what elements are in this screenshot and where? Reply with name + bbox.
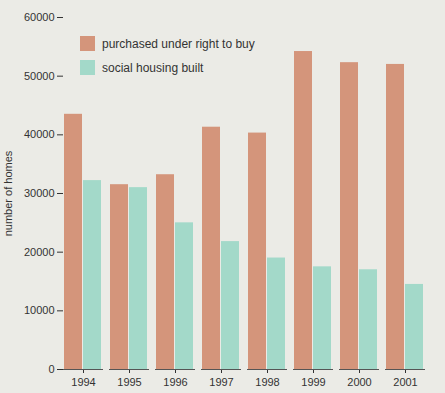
svg-text:20000: 20000 [24,246,55,258]
svg-text:2000: 2000 [347,376,371,388]
svg-text:2001: 2001 [393,376,417,388]
svg-text:1994: 1994 [71,376,95,388]
svg-text:1999: 1999 [301,376,325,388]
svg-text:1996: 1996 [163,376,187,388]
svg-text:30000: 30000 [24,187,55,199]
svg-text:0: 0 [48,363,54,375]
svg-text:1998: 1998 [255,376,279,388]
svg-text:number of homes: number of homes [2,150,14,236]
svg-text:10000: 10000 [24,304,55,316]
svg-text:50000: 50000 [24,70,55,82]
html-text:purchased under right to buy: purchased under right to buy [102,36,255,51]
html-text:social housing built: social housing built [102,60,204,75]
svg-text:40000: 40000 [24,128,55,140]
svg-text:1997: 1997 [209,376,233,388]
svg-text:60000: 60000 [24,11,55,23]
svg-text:1995: 1995 [117,376,141,388]
